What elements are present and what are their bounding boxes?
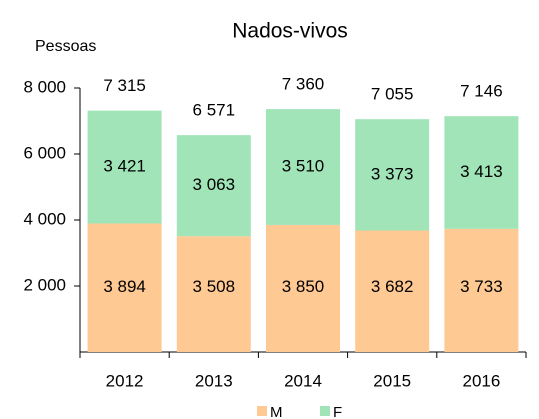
chart-title: Nados-vivos [232, 20, 348, 43]
total-label: 7 146 [460, 82, 503, 101]
y-tick-label: 6 000 [23, 143, 66, 162]
value-label: 3 894 [103, 277, 146, 296]
value-label: 3 850 [282, 277, 325, 296]
legend-label: M [270, 404, 283, 419]
value-label: 3 421 [103, 157, 146, 176]
x-tick-label: 2013 [195, 371, 233, 390]
total-label: 7 315 [103, 76, 146, 95]
value-label: 3 413 [460, 162, 503, 181]
x-tick-label: 2015 [373, 371, 411, 390]
x-tick-label: 2012 [106, 371, 144, 390]
bar-segment [444, 228, 519, 352]
value-label: 3 063 [193, 175, 236, 194]
total-label: 6 571 [193, 101, 236, 120]
bar-segment [355, 230, 430, 352]
bar-segment [444, 116, 519, 229]
total-label: 7 360 [282, 75, 325, 94]
y-tick-label: 4 000 [23, 209, 66, 228]
y-tick-label: 2 000 [23, 275, 66, 294]
legend-swatch [257, 406, 267, 416]
bar-segment [176, 236, 251, 352]
value-label: 3 510 [282, 157, 325, 176]
value-label: 3 682 [371, 277, 414, 296]
x-tick-label: 2014 [284, 371, 322, 390]
y-axis-label: Pessoas [35, 38, 96, 55]
legend-label: F [333, 404, 342, 419]
x-tick-label: 2016 [462, 371, 500, 390]
bar-segment [87, 110, 162, 224]
total-label: 7 055 [371, 85, 414, 104]
bar-segment [355, 119, 430, 231]
legend-swatch [320, 406, 330, 416]
value-label: 3 733 [460, 277, 503, 296]
value-label: 3 508 [193, 277, 236, 296]
bar-segment [266, 109, 340, 225]
bar-segment [87, 223, 162, 352]
bar-segment [266, 224, 340, 352]
bar-segment [176, 135, 251, 237]
y-tick-label: 8 000 [23, 77, 66, 96]
value-label: 3 373 [371, 164, 414, 183]
